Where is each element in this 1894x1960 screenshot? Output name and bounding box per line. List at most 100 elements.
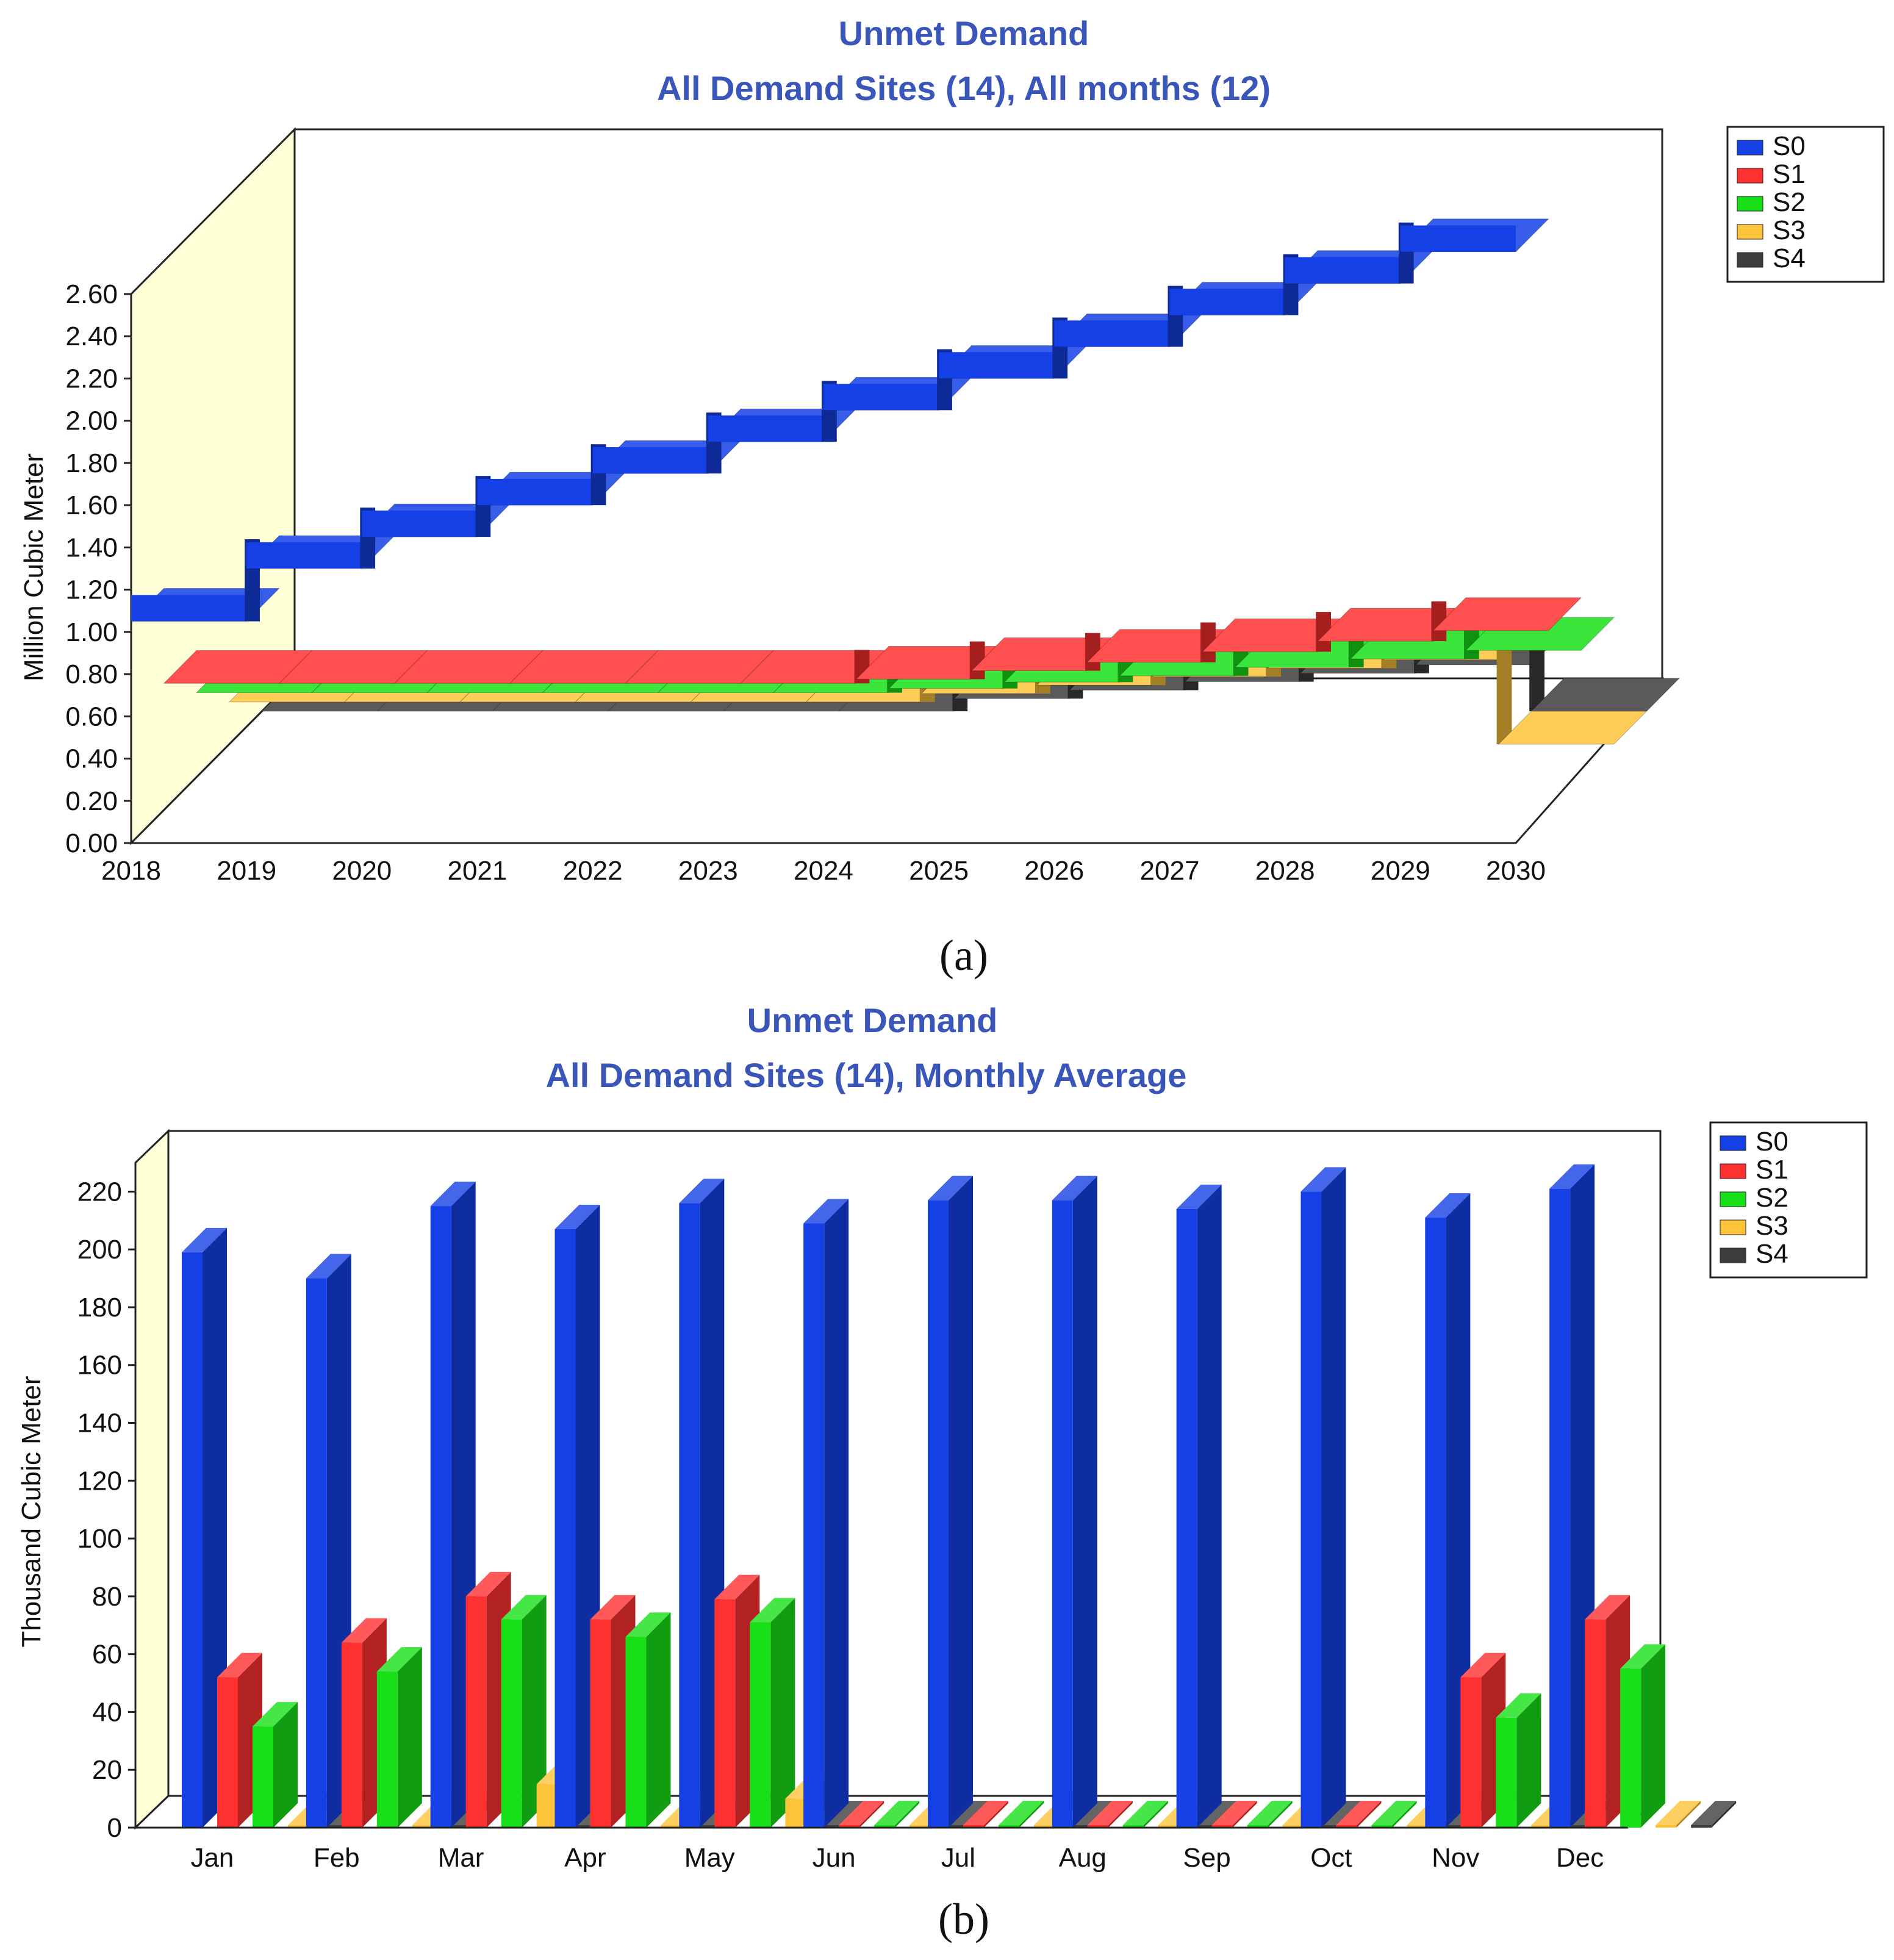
chart-b-y-axis: 0 20 40 60 80 100 120 140 160 180 200 220 xyxy=(77,1163,137,1843)
legend-swatch-s0 xyxy=(1720,1135,1746,1151)
chart-a-back-wall xyxy=(293,128,1663,680)
x-tick-label: 2022 xyxy=(563,856,623,886)
x-tick-label: May xyxy=(684,1843,735,1873)
x-tick-label: 2021 xyxy=(448,856,508,886)
bar-front xyxy=(1336,1825,1357,1828)
bar-top xyxy=(839,1801,884,1825)
chart-b-x-axis: Jan Feb Mar Apr May Jun Jul Aug Sep Oct Nov Dec xyxy=(135,1826,1627,1873)
step-face xyxy=(708,415,823,442)
bar-front xyxy=(412,1825,433,1828)
bar-side xyxy=(984,1801,1008,1828)
y-tick-label: 100 xyxy=(77,1524,122,1554)
bar-side xyxy=(1321,1167,1346,1828)
bar-front xyxy=(1655,1825,1677,1828)
legend-label-s2: S2 xyxy=(1773,187,1806,217)
bar-s3-dec xyxy=(1655,1801,1701,1828)
bar-s1-jan xyxy=(217,1653,262,1828)
bar-top xyxy=(1087,1801,1133,1825)
legend-label-s3: S3 xyxy=(1773,215,1806,245)
bar-top xyxy=(182,1227,227,1252)
bar-front xyxy=(1052,1200,1073,1828)
bar-top xyxy=(1122,1801,1168,1825)
bar-s1-oct xyxy=(1336,1801,1382,1828)
chart-b-ylabel: Thousand Cubic Meter xyxy=(16,1376,46,1647)
bar-side xyxy=(824,1199,849,1828)
step-face xyxy=(477,478,593,506)
bar-front xyxy=(376,1671,398,1828)
chart-a-y-axis: 0.00 0.20 0.40 0.60 0.80 1.00 1.20 1.40 1.60 1.80… xyxy=(65,279,132,858)
y-tick-label: 60 xyxy=(92,1640,122,1670)
step-face xyxy=(939,352,1055,379)
bar-front xyxy=(447,1825,468,1828)
bar-top xyxy=(803,1199,849,1224)
bar-top xyxy=(376,1647,422,1672)
bar-front xyxy=(679,1203,700,1828)
bar-top xyxy=(750,1598,795,1623)
bar-top xyxy=(1460,1653,1506,1678)
bar-s0-sep xyxy=(1176,1184,1222,1828)
chart-b-title: Unmet Demand xyxy=(747,1001,998,1039)
bar-s1-aug xyxy=(1087,1801,1133,1828)
legend-label-s0: S0 xyxy=(1773,131,1806,161)
bar-s1-jun xyxy=(839,1801,884,1828)
legend-swatch-s3 xyxy=(1720,1219,1746,1235)
x-tick-label: Dec xyxy=(1556,1843,1604,1873)
bar-side xyxy=(770,1598,795,1828)
bar-front xyxy=(874,1825,895,1828)
chart-a-series xyxy=(130,218,1681,745)
legend-label-s3: S3 xyxy=(1756,1211,1788,1241)
step-face xyxy=(823,384,939,411)
legend-swatch-s4 xyxy=(1720,1247,1746,1263)
bar-top xyxy=(590,1595,636,1620)
bar-top xyxy=(1549,1164,1595,1189)
step-top xyxy=(1498,711,1648,745)
bar-side xyxy=(273,1702,298,1828)
bar-top xyxy=(1620,1644,1666,1669)
bar-front xyxy=(999,1825,1019,1828)
x-tick-label: Sep xyxy=(1183,1843,1230,1873)
x-tick-label: 2023 xyxy=(678,856,738,886)
bar-front xyxy=(1531,1825,1552,1828)
chart-a-title: Unmet Demand xyxy=(839,14,1089,52)
bar-side xyxy=(1268,1801,1293,1828)
y-tick-label: 1.60 xyxy=(65,490,118,520)
bar-front xyxy=(1460,1677,1482,1828)
bar-front xyxy=(1318,1825,1339,1828)
bar-s0-aug xyxy=(1052,1176,1097,1828)
legend-swatch-s1 xyxy=(1720,1163,1746,1179)
bar-side xyxy=(1392,1801,1417,1828)
bar-front xyxy=(1620,1668,1641,1828)
bar-s2-mar xyxy=(501,1595,547,1828)
step-face xyxy=(362,510,478,537)
x-tick-label: 2025 xyxy=(909,856,969,886)
bar-s2-jul xyxy=(999,1801,1044,1828)
chart-b-side-wall xyxy=(134,1129,170,1830)
bar-front xyxy=(1122,1825,1144,1828)
bar-s2-apr xyxy=(625,1612,671,1828)
y-tick-label: 1.80 xyxy=(65,448,118,478)
bar-top xyxy=(554,1205,600,1229)
legend-label-s4: S4 xyxy=(1773,243,1806,273)
y-tick-label: 0 xyxy=(107,1813,122,1843)
bar-top xyxy=(341,1618,387,1643)
bar-front xyxy=(288,1825,309,1828)
legend-swatch-s0 xyxy=(1737,140,1763,156)
bar-front xyxy=(1069,1825,1090,1828)
bar-top xyxy=(1300,1167,1346,1192)
x-tick-label: 2027 xyxy=(1140,856,1200,886)
bar-side xyxy=(1143,1801,1168,1828)
chart-b-caption: (b) xyxy=(938,1895,989,1944)
y-tick-label: 1.00 xyxy=(65,617,118,647)
y-tick-label: 2.60 xyxy=(65,279,118,309)
bar-top xyxy=(1371,1801,1417,1825)
bar-top xyxy=(874,1801,920,1825)
bar-s2-feb xyxy=(376,1647,422,1828)
bar-side xyxy=(1019,1801,1044,1828)
x-tick-label: Oct xyxy=(1310,1843,1352,1873)
x-tick-label: Jan xyxy=(190,1843,234,1873)
bar-top xyxy=(1585,1595,1630,1620)
bar-top xyxy=(928,1176,973,1201)
y-tick-label: 0.40 xyxy=(65,744,118,774)
bar-front xyxy=(928,1200,949,1828)
